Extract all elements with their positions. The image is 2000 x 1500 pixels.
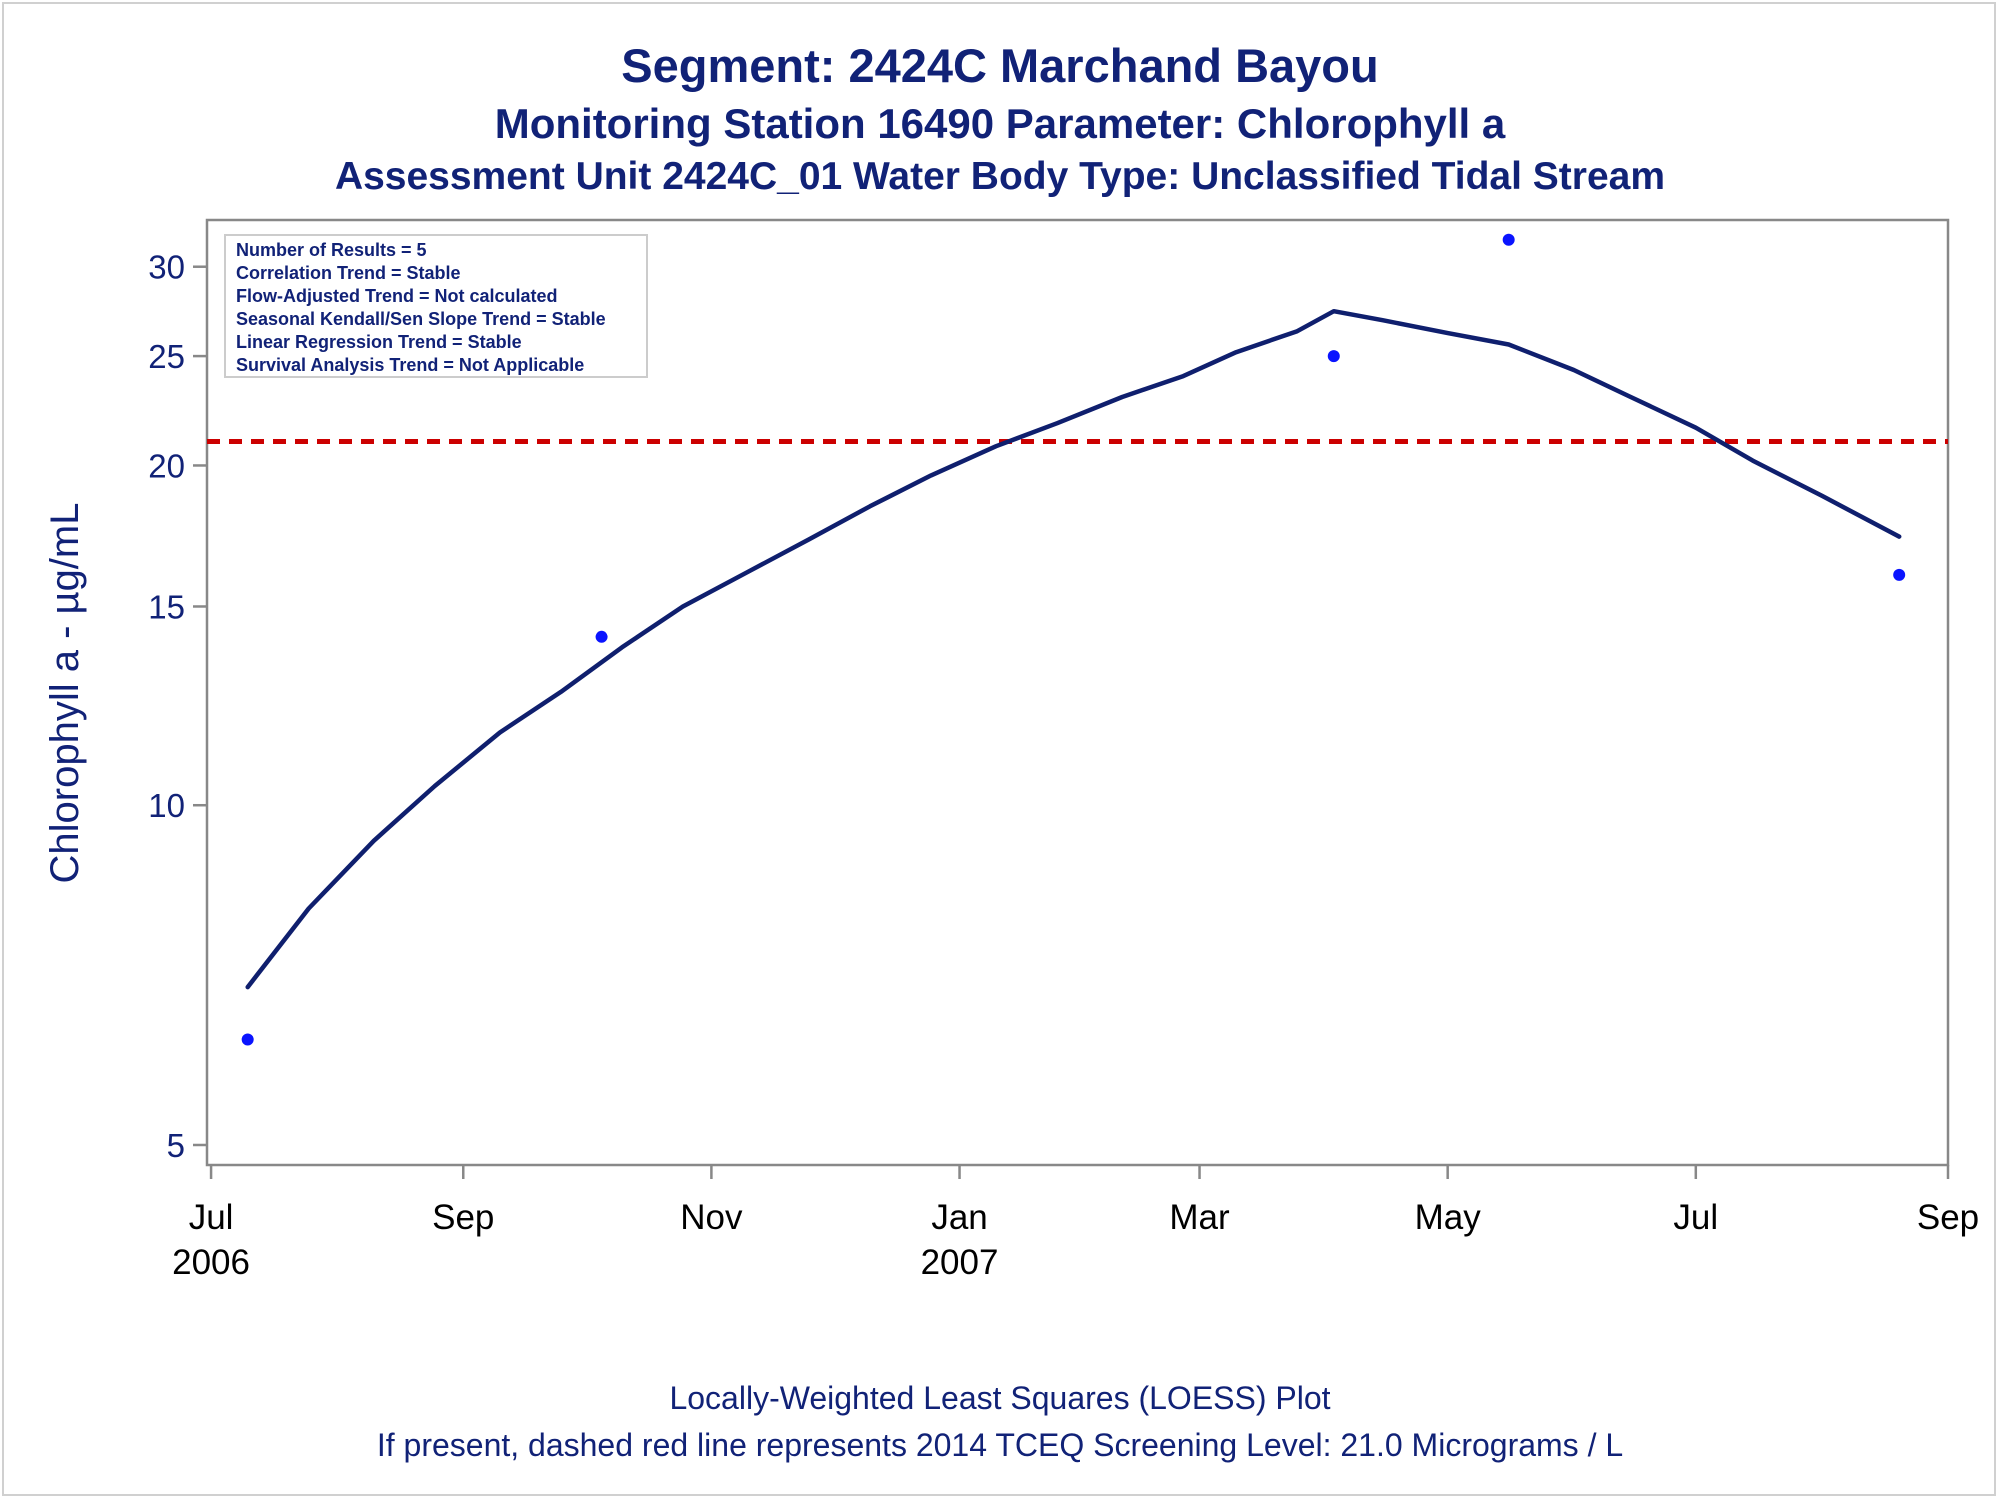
footer-line-2: If present, dashed red line represents 2… [376,1427,1624,1463]
plot-marks [207,233,1948,1046]
chart-title: Segment: 2424C Marchand Bayou [621,39,1379,92]
data-point [1327,350,1340,363]
plot-area [205,218,1950,1167]
stats-line: Correlation Trend = Stable [236,263,461,283]
y-tick-label: 20 [148,447,185,484]
x-tick-label: Mar [1169,1198,1230,1237]
chart-subtitle: Monitoring Station 16490 Parameter: Chlo… [494,100,1506,147]
data-point [1502,233,1515,246]
data-point [1893,568,1906,581]
x-tick-year-label: 2007 [921,1243,999,1282]
stats-line: Seasonal Kendall/Sen Slope Trend = Stabl… [236,309,606,329]
y-tick-label: 5 [167,1127,185,1164]
x-tick-label: Jul [1673,1198,1718,1237]
x-tick-label: May [1415,1198,1482,1237]
x-tick-label: Sep [432,1198,494,1237]
stats-line: Linear Regression Trend = Stable [236,332,522,352]
footer-line-1: Locally-Weighted Least Squares (LOESS) P… [669,1380,1331,1416]
x-tick-label: Jan [931,1198,987,1237]
loess-curve [245,308,1902,990]
x-tick-label: Jul [189,1198,234,1237]
stats-line: Number of Results = 5 [236,240,427,260]
y-tick-label: 30 [148,249,185,286]
data-point [241,1033,254,1046]
x-tick-label: Nov [680,1198,743,1237]
stats-box: Number of Results = 5 Correlation Trend =… [224,234,648,378]
stats-line: Survival Analysis Trend = Not Applicable [236,355,584,375]
data-point [595,630,608,643]
x-tick-label: Sep [1917,1198,1979,1237]
stats-line: Flow-Adjusted Trend = Not calculated [236,286,558,306]
x-tick-year-label: 2006 [172,1243,250,1282]
y-axis-label: Chlorophyll a - µg/mL [43,503,87,884]
y-tick-label: 15 [148,588,185,625]
y-tick-label: 25 [148,338,185,375]
stats-box-border [224,234,648,378]
chart-subtitle-2: Assessment Unit 2424C_01 Water Body Type… [334,155,1666,198]
x-axis: Jul 2006 Sep Nov Jan 2007 Mar May Jul Sep [172,1165,1979,1282]
y-tick-label: 10 [148,787,185,824]
y-axis: 5 10 15 20 25 30 [148,249,207,1164]
